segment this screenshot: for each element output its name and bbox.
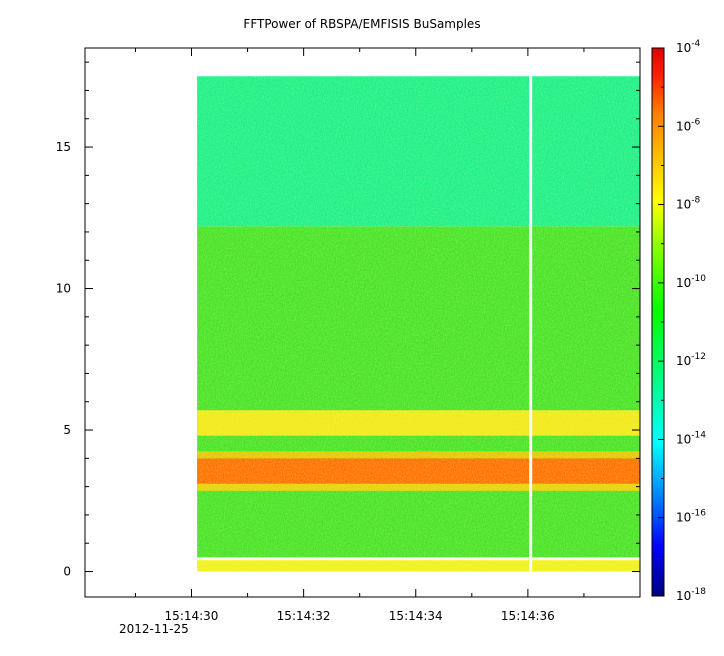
x-tick-label: 15:14:34 (389, 609, 443, 623)
y-axis: 0 5 10 15 (56, 61, 640, 579)
y-tick-label: 5 (63, 423, 71, 437)
colorbar-ticks: 10-4 10-6 10-8 10-10 10-12 10-14 10-16 10-18 (658, 39, 706, 603)
x-axis: 15:14:30 15:14:32 15:14:34 15:14:36 (134, 48, 641, 623)
colorbar-tick-label: 10-4 (676, 39, 701, 55)
chart-title: FFTPower of RBSPA/EMFISIS BuSamples (243, 17, 481, 31)
x-date-label: 2012-11-25 (119, 622, 189, 636)
y-tick-label: 15 (56, 140, 71, 154)
x-tick-label: 15:14:32 (277, 609, 331, 623)
colorbar-tick-label: 10-14 (676, 430, 706, 446)
colorbar-tick-label: 10-18 (676, 587, 706, 603)
colorbar-tick-label: 10-16 (676, 509, 706, 525)
noise-texture (197, 76, 640, 572)
colorbar-tick-label: 10-12 (676, 352, 706, 368)
data-gap (529, 76, 533, 572)
x-tick-label: 15:14:36 (501, 609, 555, 623)
colorbar-tick-label: 10-8 (676, 196, 701, 212)
y-tick-label: 0 (63, 565, 71, 579)
colorbar-tick-label: 10-6 (676, 117, 701, 133)
colorbar-tick-label: 10-10 (676, 274, 706, 290)
y-tick-label: 10 (56, 282, 71, 296)
x-tick-label: 15:14:30 (165, 609, 219, 623)
